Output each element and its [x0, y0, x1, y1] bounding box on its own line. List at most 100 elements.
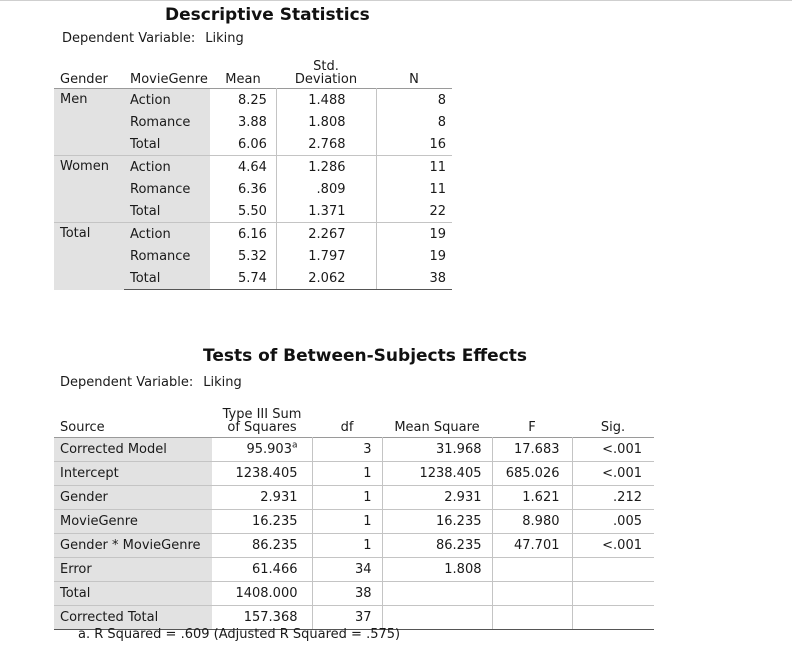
n-cell: 8 [375, 111, 452, 133]
mean-cell: 3.88 [238, 114, 267, 130]
header-source: Source [60, 420, 105, 435]
table-row: MovieGenre 16.235 1 16.235 8.980.005 [54, 509, 654, 534]
sum-of-squares-cell: 16.235 [212, 509, 312, 534]
table-row: Corrected Total 157.368 37 [54, 605, 654, 630]
header-df: df [340, 420, 354, 435]
genre-cell: Total [124, 133, 210, 156]
dependent-variable-value: Liking [203, 375, 242, 390]
source-cell: Intercept [54, 461, 212, 486]
df-cell: 34 [311, 557, 382, 582]
genre-cell: Total [124, 200, 210, 223]
sig-cell [571, 605, 654, 630]
dependent-variable-label: Dependent Variable: [62, 31, 196, 46]
sig-cell [571, 581, 654, 606]
genre-cell: Romance [124, 178, 210, 200]
header-mean-square: Mean Square [394, 420, 480, 435]
genre-cell: Action [124, 88, 210, 111]
mean-square-cell: 1.808 [381, 557, 492, 582]
df-cell: 3 [311, 437, 382, 462]
sig-cell: <.001 [571, 461, 654, 486]
table-row: Women Action 4.64 1.286 11 [54, 155, 452, 223]
mean-square-cell: 16.235 [381, 509, 492, 534]
n-cell: 19 [375, 245, 452, 267]
source-cell: Corrected Total [54, 605, 212, 630]
df-cell: 1 [311, 461, 382, 486]
sig-cell [571, 557, 654, 582]
mean-cell: 6.36 [238, 181, 267, 197]
f-cell: 685.026 [491, 461, 572, 486]
mean-cell: 5.74 [210, 267, 276, 290]
sig-cell: <.001 [571, 437, 654, 462]
genre-cell: Action [124, 155, 210, 178]
descriptive-title: Descriptive Statistics [165, 5, 370, 25]
descriptive-header-row: Gender MovieGenre Mean Std. Deviation N [54, 50, 452, 89]
df-cell: 1 [311, 485, 382, 510]
sig-cell: .212 [571, 485, 654, 510]
sd-cell: 1.488 [275, 88, 376, 111]
mean-square-cell: 1238.405 [381, 461, 492, 486]
gender-cell: Women [54, 155, 124, 223]
mean-square-cell: 31.968 [381, 437, 492, 462]
f-cell: 1.621 [491, 485, 572, 510]
sum-of-squares-cell: 157.368 [212, 605, 312, 630]
df-cell: 1 [311, 509, 382, 534]
top-border [0, 0, 792, 1]
sd-cell: 1.371 [275, 200, 376, 223]
mean-square-cell: 86.235 [381, 533, 492, 558]
tests-title: Tests of Between-Subjects Effects [203, 346, 528, 366]
f-cell: 17.683 [491, 437, 572, 462]
sum-of-squares-cell: 2.931 [212, 485, 312, 510]
tests-header-row: Source Type III Sum of Squares df Mean Sq… [54, 396, 654, 438]
table-row: Error 61.466 34 1.808 [54, 557, 654, 582]
header-movie-genre: MovieGenre [130, 72, 208, 87]
dependent-variable-label: Dependent Variable: [60, 375, 194, 390]
genre-cell: Romance [124, 245, 210, 267]
table-row: Intercept 1238.405 1 1238.405 685.026 <.001 [54, 461, 654, 486]
n-cell: 11 [375, 155, 452, 178]
header-f: F [528, 420, 536, 435]
sig-cell: .005 [571, 509, 654, 534]
descriptive-statistics-table: Gender MovieGenre Mean Std. Deviation N M… [54, 50, 452, 290]
footnote: a. R Squared = .609 (Adjusted R Squared … [78, 627, 401, 642]
source-cell: Gender [54, 485, 212, 510]
between-subjects-effects-table: Source Type III Sum of Squares df Mean Sq… [54, 396, 654, 630]
sum-of-squares-cell: 86.235 [212, 533, 312, 558]
mean-square-cell [381, 581, 492, 606]
mean-cell: 4.64 [210, 155, 276, 178]
sd-cell: 1.808 [275, 111, 376, 133]
header-sum-of-squares: Type III Sum of Squares [222, 407, 302, 435]
source-cell: Corrected Model [54, 437, 212, 462]
mean-cell: 5.32 [238, 248, 267, 264]
header-mean: Mean [225, 72, 261, 87]
source-cell: Total [54, 581, 212, 606]
df-cell: 1 [311, 533, 382, 558]
header-sig: Sig. [600, 420, 626, 435]
footnote-marker: a [291, 440, 298, 451]
source-cell: MovieGenre [54, 509, 212, 534]
n-cell: 8 [375, 88, 452, 111]
n-cell: 11 [375, 178, 452, 200]
descriptive-dependent-variable: Dependent Variable: Liking [62, 31, 244, 46]
mean-square-cell: 2.931 [381, 485, 492, 510]
f-cell [491, 581, 572, 606]
sum-of-squares-cell: 61.466 [212, 557, 312, 582]
table-row: Gender * MovieGenre 86.235 1 86.235 47.701 <.… [54, 533, 654, 558]
n-cell: 16 [375, 133, 452, 156]
header-gender: Gender [60, 72, 108, 87]
genre-cell: Action [124, 222, 210, 245]
sd-cell: .809 [275, 178, 376, 200]
mean-square-cell [381, 605, 492, 630]
sum-of-squares-cell: 95.903a [246, 440, 298, 457]
df-cell: 38 [311, 581, 382, 606]
genre-cell: Romance [124, 111, 210, 133]
tests-dependent-variable: Dependent Variable: Liking [60, 375, 242, 390]
table-row: Total 1408.000 38 [54, 581, 654, 606]
gender-cell: Men [54, 88, 124, 156]
n-cell: 38 [375, 267, 452, 290]
table-row: Romance 5.32 1.797 19 [54, 245, 452, 267]
f-cell: 47.701 [491, 533, 572, 558]
table-row: Romance 6.36 .809 11 [54, 178, 452, 200]
f-cell [491, 557, 572, 582]
dependent-variable-value: Liking [205, 31, 244, 46]
source-cell: Gender * MovieGenre [54, 533, 212, 558]
